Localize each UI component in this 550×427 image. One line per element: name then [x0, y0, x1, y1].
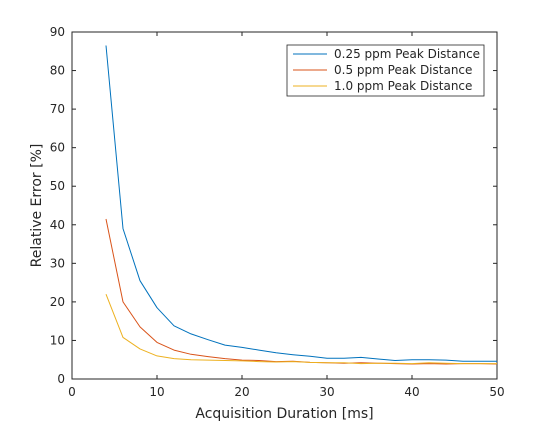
y-axis-label: Relative Error [%] — [29, 144, 45, 268]
x-axis-label: Acquisition Duration [ms] — [195, 406, 373, 422]
series-line-1 — [105, 45, 497, 362]
x-axis: 0 10 20 30 40 50 — [68, 32, 505, 399]
x-tick-label: 40 — [404, 385, 419, 399]
y-tick-label: 60 — [50, 141, 65, 155]
y-tick-label: 0 — [57, 372, 65, 386]
y-tick-label: 90 — [50, 25, 65, 39]
y-tick-label: 30 — [50, 256, 65, 270]
y-tick-label: 70 — [50, 102, 65, 116]
legend-label-1: 0.25 ppm Peak Distance — [334, 47, 480, 61]
y-tick-label: 50 — [50, 179, 65, 193]
y-tick-label: 10 — [50, 333, 65, 347]
legend-label-2: 0.5 ppm Peak Distance — [334, 63, 472, 77]
legend: 0.25 ppm Peak Distance 0.5 ppm Peak Dista… — [286, 44, 485, 97]
y-axis: 0 10 20 30 40 50 60 70 80 90 — [50, 25, 497, 386]
x-tick-label: 50 — [489, 385, 504, 399]
series-line-3 — [105, 294, 497, 365]
x-tick-label: 10 — [149, 385, 164, 399]
x-tick-label: 20 — [234, 385, 249, 399]
y-tick-label: 80 — [50, 64, 65, 78]
series-group — [105, 45, 498, 365]
x-tick-label: 0 — [68, 385, 76, 399]
legend-label-3: 1.0 ppm Peak Distance — [334, 79, 472, 93]
y-tick-label: 40 — [50, 218, 65, 232]
x-tick-label: 30 — [319, 385, 334, 399]
y-tick-label: 20 — [50, 295, 65, 309]
